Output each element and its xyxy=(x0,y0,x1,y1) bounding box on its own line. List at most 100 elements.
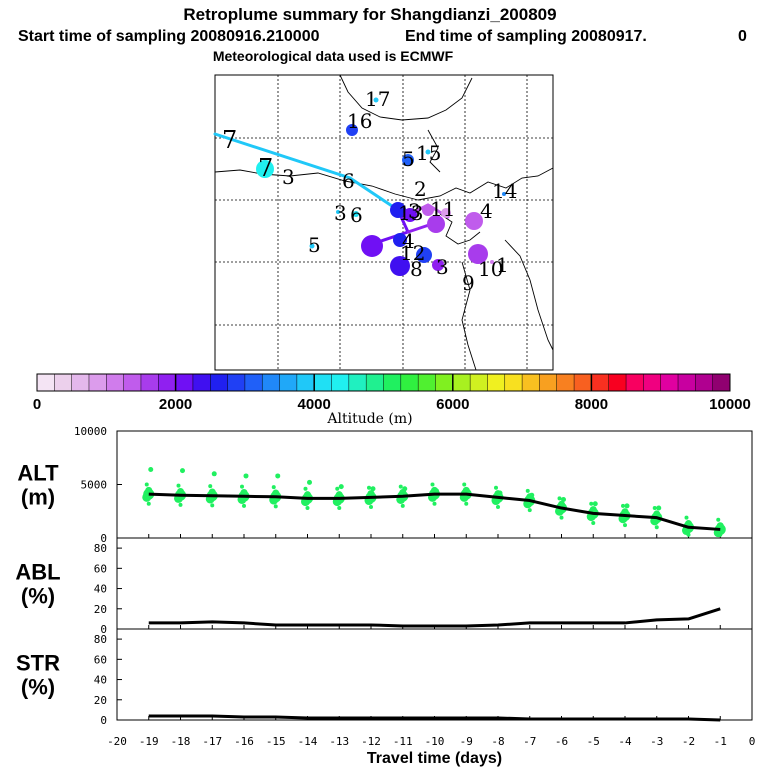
trajectory-label-9: 9 xyxy=(462,271,475,295)
alt-cluster-dot xyxy=(369,504,373,509)
colorbar-swatch xyxy=(383,374,402,391)
x-tick-label: -9 xyxy=(460,735,473,748)
alt-cluster-dot xyxy=(656,505,662,511)
x-tick-label: -2 xyxy=(682,735,695,748)
colorbar-tick-label: 4000 xyxy=(298,396,331,413)
colorbar-swatch xyxy=(37,374,55,391)
colorbar-swatch xyxy=(140,374,159,391)
plume-dot xyxy=(425,149,431,155)
alt-cluster-dot xyxy=(208,484,213,489)
alt-cluster-dot xyxy=(684,515,689,520)
alt-cluster-dot xyxy=(589,501,594,506)
y-tick-label: 40 xyxy=(94,674,107,687)
y-tick-label: 80 xyxy=(94,633,107,646)
trajectory-label-4: 4 xyxy=(402,229,415,253)
plume-dot xyxy=(346,124,358,136)
alt-cluster-dot xyxy=(529,492,535,498)
alt-cluster-dot xyxy=(338,484,344,490)
trajectory-label-1: 1 xyxy=(496,253,509,277)
alt-cluster-dot xyxy=(208,488,216,496)
x-tick-label: -16 xyxy=(234,735,254,748)
colorbar-swatch xyxy=(106,374,125,391)
plume-dot xyxy=(361,235,383,257)
trajectory-label-13: 13 xyxy=(398,201,423,225)
x-tick-label: -13 xyxy=(329,735,349,748)
y-tick-label: 60 xyxy=(94,653,107,666)
alt-cluster-dot xyxy=(497,490,503,496)
colorbar-swatch xyxy=(244,374,263,391)
alt-cluster-dot xyxy=(718,532,723,537)
colorbar-swatch xyxy=(591,374,610,391)
plume-dot xyxy=(502,192,506,196)
y-tick-label: 0 xyxy=(100,532,107,545)
alt-cluster-dot xyxy=(307,479,312,485)
alt-cluster-dot xyxy=(561,496,566,502)
colorbar-swatch xyxy=(54,374,73,391)
colorbar-swatch xyxy=(175,374,194,391)
alt-cluster-dot xyxy=(496,504,500,509)
trajectory-label-3: 3 xyxy=(282,165,295,189)
trajectory-label-5: 5 xyxy=(402,147,415,171)
x-tick-label: -18 xyxy=(171,735,191,748)
str-panel-frame xyxy=(116,628,753,721)
x-tick-label: -19 xyxy=(139,735,159,748)
end-time-suffix: 0 xyxy=(738,28,747,45)
colorbar-swatch xyxy=(279,374,298,391)
str-panel-unit: (%) xyxy=(21,675,55,700)
alt-series-line xyxy=(148,492,721,531)
map-coastline xyxy=(461,261,477,371)
alt-cluster-dot xyxy=(624,503,630,509)
trajectory-label-8: 8 xyxy=(410,257,423,281)
x-tick-label: -3 xyxy=(650,735,663,748)
colorbar-tick-label: 0 xyxy=(33,396,41,413)
colorbar-swatch xyxy=(608,374,627,391)
map-coastline xyxy=(439,213,481,245)
y-tick-label: 5000 xyxy=(81,479,108,492)
alt-cluster-dot xyxy=(272,489,280,497)
colorbar-swatch xyxy=(314,374,332,391)
map-frame xyxy=(214,74,554,371)
alt-cluster-dot xyxy=(240,484,244,489)
colorbar-swatch xyxy=(418,374,436,391)
alt-panel-title: ALT xyxy=(17,461,59,486)
colorbar-tick-label: 10000 xyxy=(709,396,751,413)
plume-dot xyxy=(416,247,432,263)
plume-dot xyxy=(256,160,274,178)
colorbar-swatch xyxy=(522,374,540,391)
plume-dot xyxy=(441,208,451,218)
alt-cluster-dot xyxy=(653,510,661,518)
x-tick-label: -4 xyxy=(618,735,632,748)
alt-cluster-dot xyxy=(398,484,403,489)
alt-cluster-dot xyxy=(621,508,629,516)
alt-cluster-dot xyxy=(180,468,185,474)
plume-dot xyxy=(432,259,444,271)
colorbar-label: Altitude (m) xyxy=(326,411,412,427)
trajectory-label-2: 2 xyxy=(414,177,427,201)
colorbar-swatch xyxy=(678,374,696,391)
plume-dot xyxy=(468,244,488,264)
colorbar-tick-label: 6000 xyxy=(436,396,469,413)
x-tick-label: -12 xyxy=(361,735,381,748)
alt-cluster-dot xyxy=(430,482,435,487)
alt-cluster-dot xyxy=(303,486,308,491)
y-tick-label: 20 xyxy=(94,603,107,616)
time-series-panels: 0500010000ALT(m)020406080ABL(%)020406080… xyxy=(15,425,755,767)
trajectory-label-14: 14 xyxy=(492,179,517,203)
alt-cluster-dot xyxy=(527,508,532,513)
abl-series-line xyxy=(148,607,721,628)
trajectory-label-10: 10 xyxy=(478,257,503,281)
colorbar-swatch xyxy=(660,374,679,391)
start-time-label: Start time of sampling 20080916.210000 xyxy=(18,28,320,45)
plume-dot xyxy=(422,204,434,216)
trajectory-label-7: 7 xyxy=(258,154,273,182)
colorbar-tick-label: 8000 xyxy=(575,396,608,413)
alt-cluster-dot xyxy=(525,488,530,493)
x-tick-label: -7 xyxy=(523,735,536,748)
trajectory-label-6: 6 xyxy=(350,203,363,227)
x-tick-label: -15 xyxy=(266,735,286,748)
colorbar-swatch xyxy=(695,374,714,391)
map-coastline xyxy=(417,167,554,201)
y-tick-label: 80 xyxy=(94,542,107,555)
str-series-line xyxy=(148,714,721,722)
